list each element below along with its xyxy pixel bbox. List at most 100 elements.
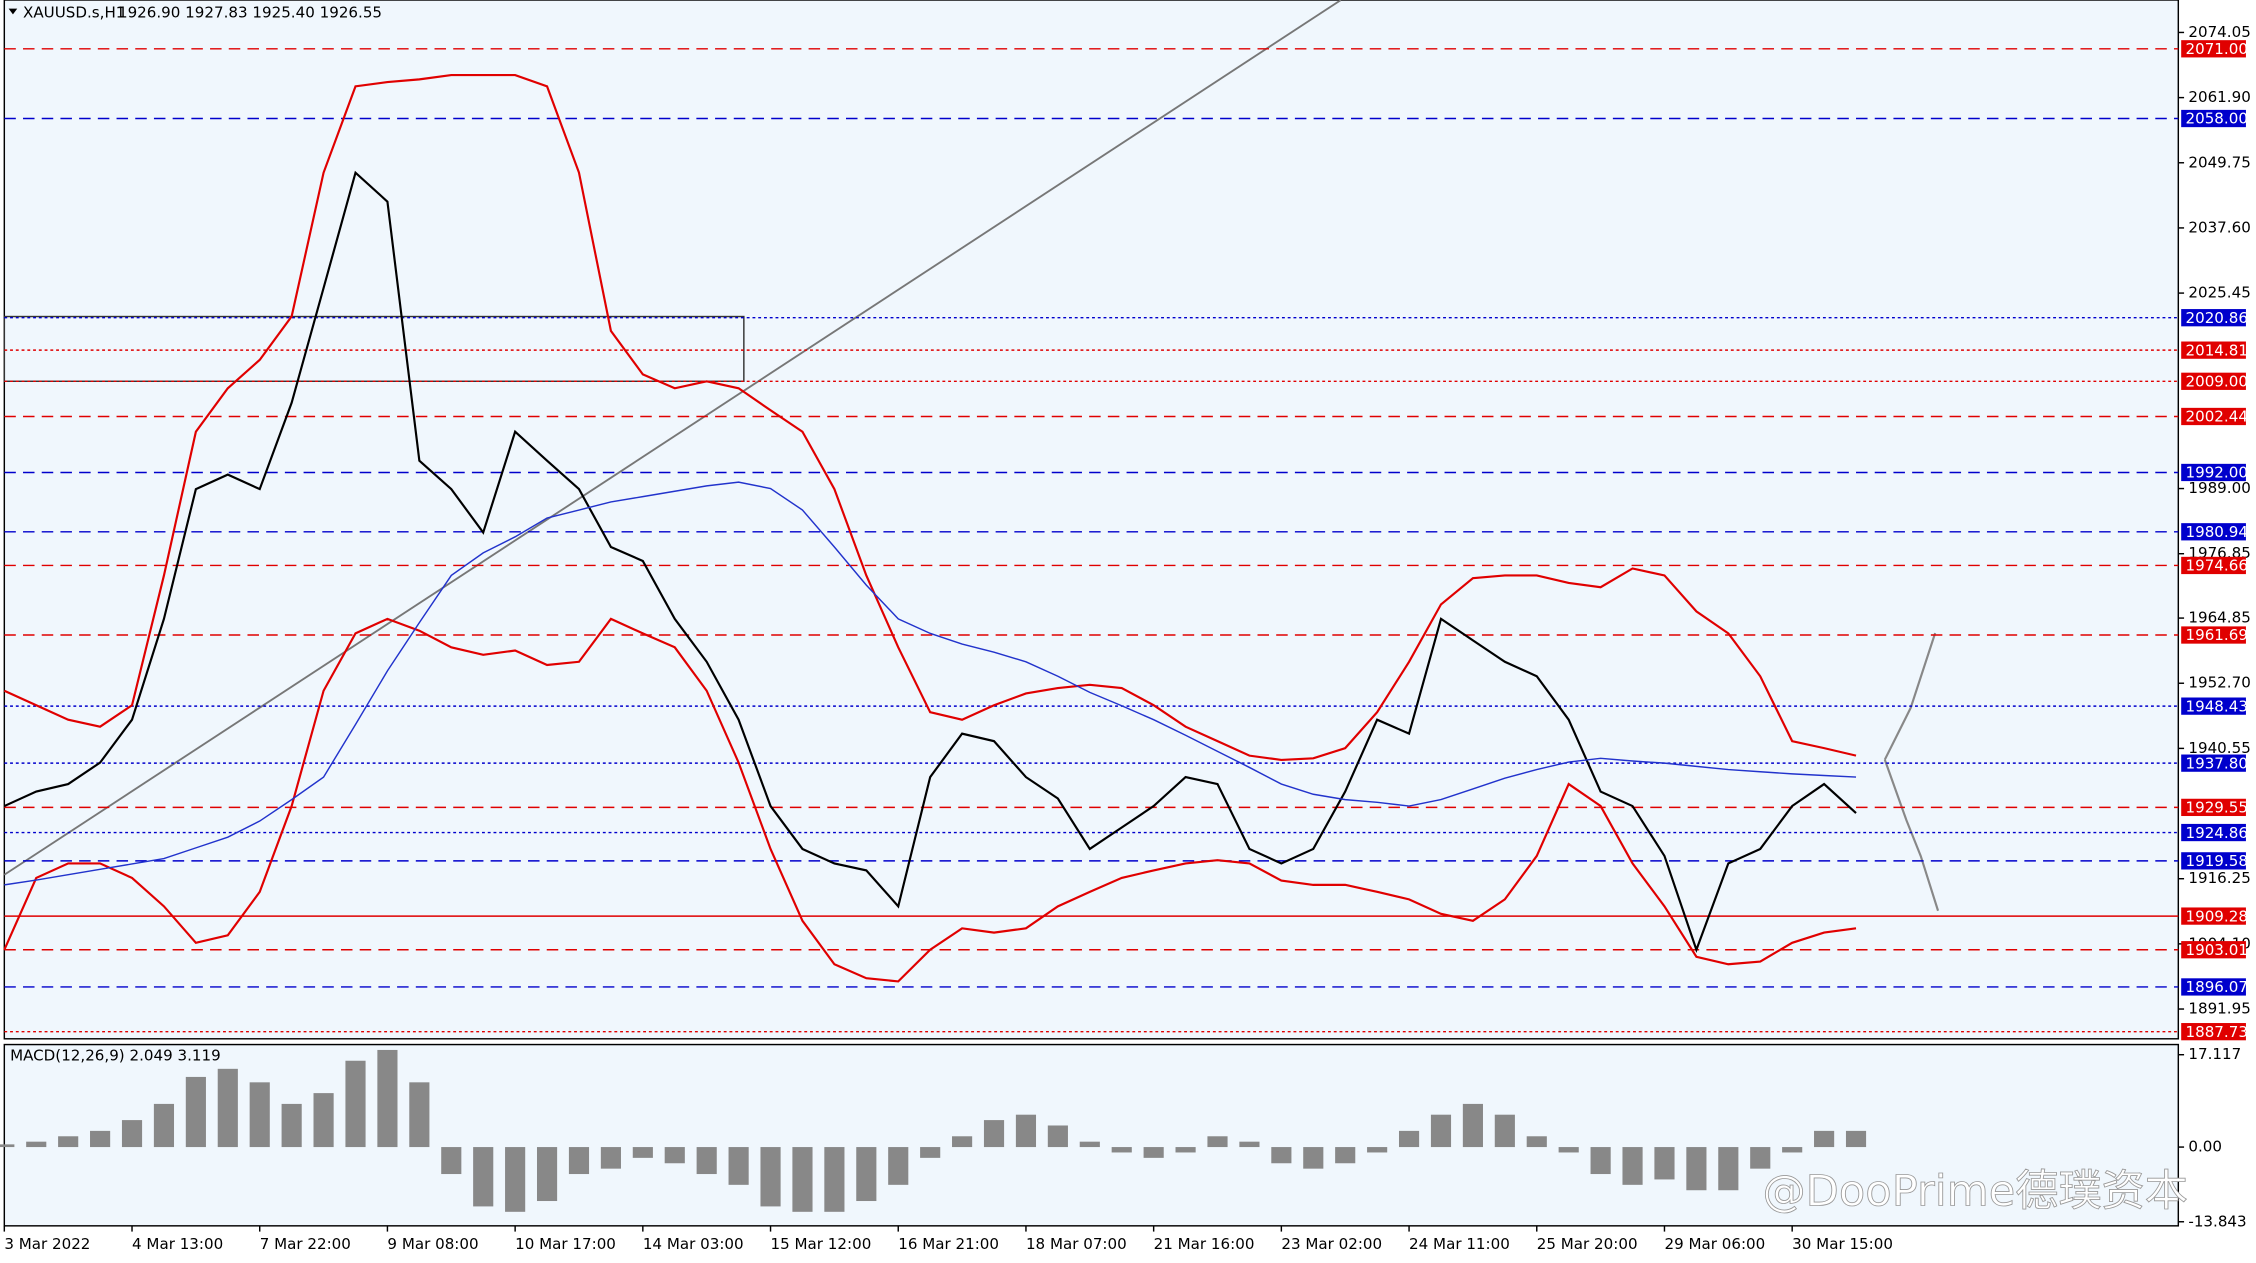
y-tick-label: 2037.60: [2188, 218, 2250, 236]
price-panel: [3, 0, 2180, 1040]
macd-bar: [1271, 1147, 1292, 1164]
level-tag: [2181, 1023, 2246, 1041]
level-tag: [2181, 697, 2246, 715]
macd-bar: [58, 1136, 79, 1148]
x-tick-label: 24 Mar 11:00: [1409, 1235, 1510, 1253]
macd-bar: [664, 1147, 685, 1164]
macd-bar: [1207, 1136, 1228, 1148]
macd-bar: [983, 1120, 1005, 1148]
level-label: 1924.86: [2186, 824, 2248, 842]
macd-bar: [505, 1147, 526, 1212]
y-tick-label: 1964.85: [2188, 609, 2250, 627]
macd-bar: [536, 1147, 558, 1202]
macd-bar: [952, 1136, 973, 1148]
level-tag: [2181, 463, 2246, 482]
macd-bar: [1782, 1147, 1803, 1153]
ohlc-text: 1926.90 1927.83 1925.40 1926.55: [118, 3, 382, 21]
level-label: 1974.66: [2186, 557, 2248, 575]
x-tick-label: 14 Mar 03:00: [643, 1235, 744, 1253]
macd-bar: [1111, 1147, 1132, 1153]
level-tag: [2181, 754, 2246, 772]
level-label: 2014.81: [2186, 341, 2248, 359]
level-label: 1980.94: [2186, 523, 2248, 541]
macd-bar: [153, 1103, 175, 1148]
level-tag: [2181, 626, 2246, 644]
x-tick-label: 21 Mar 16:00: [1154, 1235, 1255, 1253]
macd-bar: [1079, 1141, 1100, 1148]
macd-bar: [1845, 1130, 1867, 1148]
level-tag: [2181, 556, 2246, 575]
macd-bar: [1590, 1147, 1611, 1175]
macd-bar: [1558, 1147, 1579, 1153]
level-tag: [2181, 109, 2246, 128]
macd-bar: [1622, 1147, 1643, 1185]
symbol-title: XAUUSD.s,H1: [23, 3, 125, 21]
macd-bar: [1430, 1114, 1452, 1148]
x-tick-label: 9 Mar 08:00: [387, 1235, 478, 1253]
x-tick-label: 15 Mar 12:00: [771, 1235, 872, 1253]
macd-bar: [313, 1093, 334, 1148]
level-tag: [2181, 941, 2246, 959]
macd-bar: [728, 1147, 749, 1185]
macd-bar: [217, 1068, 238, 1148]
level-label: 2020.86: [2186, 309, 2248, 327]
price-line: [3, 170, 1857, 954]
y-tick-label: 1916.25: [2188, 869, 2250, 887]
x-tick-label: 29 Mar 06:00: [1664, 1235, 1765, 1253]
level-tag: [2181, 309, 2246, 327]
level-label: 1896.07: [2186, 978, 2248, 996]
macd-bar: [1398, 1130, 1420, 1148]
level-label: 2009.00: [2186, 373, 2248, 391]
macd-bar: [1462, 1103, 1483, 1148]
y-tick-label: 2025.45: [2188, 284, 2250, 302]
macd-bar: [568, 1147, 590, 1175]
macd-bar: [1686, 1147, 1707, 1191]
y-tick-label: 17.117: [2188, 1045, 2241, 1063]
menu-icon: [8, 8, 18, 15]
macd-bar: [856, 1147, 877, 1202]
level-label: 1948.43: [2186, 697, 2248, 715]
x-tick-label: 16 Mar 21:00: [898, 1235, 999, 1253]
level-tag: [2181, 407, 2246, 426]
macd-bar: [600, 1147, 621, 1169]
level-label: 1903.01: [2186, 941, 2248, 959]
y-tick-label: 0.00: [2188, 1138, 2222, 1156]
macd-bar: [0, 1144, 15, 1148]
y-tick-label: 1989.00: [2188, 479, 2250, 497]
x-tick-label: 3 Mar 2022: [4, 1235, 90, 1253]
macd-bar: [377, 1049, 398, 1148]
level-tag: [2181, 372, 2246, 390]
macd-bar: [26, 1141, 47, 1148]
macd-bar: [920, 1147, 941, 1158]
y-tick-label: 1952.70: [2188, 674, 2250, 692]
macd-bar: [1367, 1147, 1388, 1153]
macd-bar: [824, 1147, 845, 1212]
macd-bar: [1654, 1147, 1675, 1180]
macd-title: MACD(12,26,9) 2.049 3.119: [10, 1047, 221, 1065]
level-tag: [2181, 907, 2246, 925]
level-label: 2071.00: [2186, 40, 2248, 58]
x-tick-label: 30 Mar 15:00: [1792, 1235, 1893, 1253]
macd-bar: [281, 1103, 302, 1148]
macd-bar: [1494, 1114, 1515, 1148]
level-tag: [2181, 40, 2246, 58]
indicator-line: [4, 481, 1857, 886]
level-tag: [2181, 978, 2246, 996]
y-tick-label: 2074.05: [2188, 23, 2250, 41]
level-label: 1909.28: [2186, 907, 2248, 925]
macd-bar: [441, 1147, 462, 1175]
macd-bar: [1814, 1130, 1835, 1148]
indicator-line: [3, 617, 1857, 983]
macd-bar: [1015, 1114, 1037, 1148]
macd-bar: [1718, 1147, 1739, 1191]
macd-bar: [473, 1147, 494, 1207]
indicator-line: [3, 74, 1857, 762]
y-tick-label: 2061.90: [2188, 88, 2250, 106]
level-label: 1919.58: [2186, 852, 2248, 870]
macd-bar: [249, 1082, 270, 1148]
macd-bar: [1143, 1147, 1164, 1158]
macd-bar: [696, 1147, 717, 1175]
y-tick-label: 1940.55: [2188, 739, 2250, 757]
macd-bar: [1303, 1147, 1324, 1169]
